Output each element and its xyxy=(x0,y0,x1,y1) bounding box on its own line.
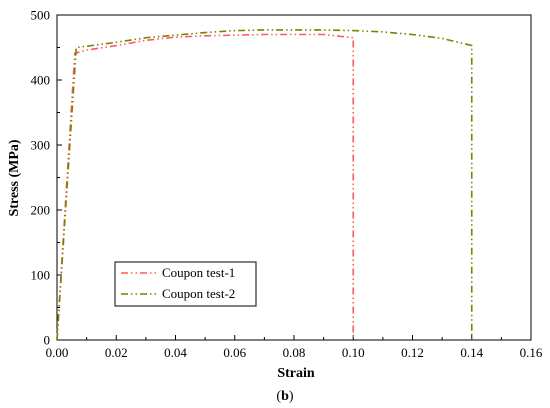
x-axis: 0.00 0.02 0.04 0.06 0.08 0.10 0.12 0.14 0.16 xyxy=(46,335,543,360)
y-tick-label: 100 xyxy=(31,268,51,283)
y-axis: 0 100 200 300 400 500 xyxy=(31,8,62,348)
legend-label-2: Coupon test-2 xyxy=(162,286,235,301)
x-tick-label: 0.10 xyxy=(342,345,365,360)
figure-caption: (b) xyxy=(276,389,293,404)
x-tick-label: 0.08 xyxy=(283,345,306,360)
y-tick-label: 0 xyxy=(44,333,51,348)
y-tick-label: 200 xyxy=(31,203,51,218)
y-tick-label: 300 xyxy=(31,138,51,153)
x-tick-label: 0.14 xyxy=(460,345,483,360)
x-tick-label: 0.12 xyxy=(401,345,424,360)
series-line-1 xyxy=(56,33,355,341)
legend: Coupon test-1 Coupon test-2 xyxy=(114,261,257,307)
y-tick-label: 500 xyxy=(31,8,51,23)
y-tick-label: 400 xyxy=(31,73,51,88)
x-axis-title: Strain xyxy=(277,366,315,381)
series-line-2 xyxy=(56,29,473,341)
legend-label-1: Coupon test-1 xyxy=(162,265,235,280)
series-layer xyxy=(56,29,473,341)
x-tick-label: 0.02 xyxy=(105,345,128,360)
caption-letter: b xyxy=(281,389,289,404)
y-axis-title: Stress (MPa) xyxy=(7,139,22,216)
x-tick-label: 0.00 xyxy=(46,345,69,360)
x-tick-label: 0.04 xyxy=(164,345,187,360)
x-tick-label: 0.06 xyxy=(223,345,246,360)
legend-box xyxy=(114,261,257,307)
x-tick-label: 0.16 xyxy=(520,345,543,360)
